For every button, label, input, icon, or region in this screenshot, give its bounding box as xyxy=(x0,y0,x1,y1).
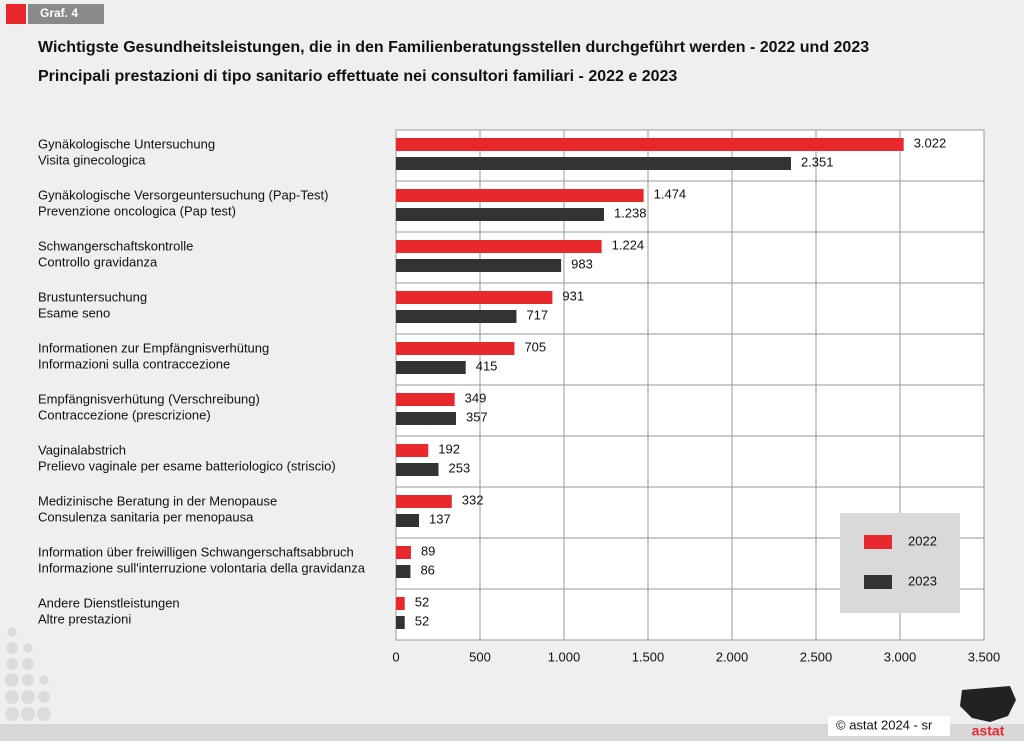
footer-strip xyxy=(0,724,1024,741)
value-label: 349 xyxy=(465,390,487,405)
value-label: 2.351 xyxy=(801,154,834,169)
bar xyxy=(396,189,644,202)
x-tick-label: 1.500 xyxy=(632,649,665,664)
y-tick-label: Prevenzione oncologica (Pap test) xyxy=(38,203,236,218)
x-tick-label: 0 xyxy=(392,649,399,664)
bar xyxy=(396,208,604,221)
y-tick-label: Controllo gravidanza xyxy=(38,254,158,269)
bar xyxy=(396,361,466,374)
value-label: 332 xyxy=(462,492,484,507)
value-label: 3.022 xyxy=(914,135,947,150)
y-tick-label: Informationen zur Empfängnisverhütung xyxy=(38,340,269,355)
bar xyxy=(396,240,602,253)
y-tick-label: Visita ginecologica xyxy=(38,152,146,167)
y-tick-label: Information über freiwilligen Schwangers… xyxy=(38,544,354,559)
y-tick-label: Gynäkologische Versorgeuntersuchung (Pap… xyxy=(38,187,329,202)
y-tick-label: Informazione sull'interruzione volontari… xyxy=(38,560,366,575)
bar xyxy=(396,597,405,610)
y-tick-label: Empfängnisverhütung (Verschreibung) xyxy=(38,391,260,406)
value-label: 89 xyxy=(421,543,435,558)
bar xyxy=(396,259,562,272)
y-tick-label: Consulenza sanitaria per menopausa xyxy=(38,509,254,524)
y-tick-label: Schwangerschaftskontrolle xyxy=(38,238,193,253)
x-tick-label: 500 xyxy=(469,649,491,664)
logo: astat xyxy=(972,723,1005,739)
value-label: 52 xyxy=(415,594,429,609)
x-tick-label: 3.500 xyxy=(968,649,1001,664)
y-tick-label: Contraccezione (prescrizione) xyxy=(38,407,211,422)
legend-label: 2023 xyxy=(908,573,937,588)
chart-title: Wichtigste Gesundheitsleistungen, die in… xyxy=(38,39,869,56)
bar xyxy=(396,138,904,151)
y-tick-label: Medizinische Beratung in der Menopause xyxy=(38,493,277,508)
value-label: 717 xyxy=(526,307,548,322)
y-tick-label: Andere Dienstleistungen xyxy=(38,595,180,610)
bar xyxy=(396,616,405,629)
footer-box xyxy=(828,716,950,736)
x-tick-label: 2.000 xyxy=(716,649,749,664)
badge-box xyxy=(28,4,104,24)
badge-mark xyxy=(6,4,26,24)
footer: © astat 2024 - sr xyxy=(836,717,933,732)
value-label: 357 xyxy=(466,409,488,424)
y-tick-label: Brustuntersuchung xyxy=(38,289,147,304)
y-tick-label: Informazioni sulla contraccezione xyxy=(38,356,230,371)
x-tick-label: 2.500 xyxy=(800,649,833,664)
y-tick-label: Esame seno xyxy=(38,305,110,320)
value-label: 415 xyxy=(476,358,498,373)
bar xyxy=(396,514,420,527)
bar xyxy=(396,393,455,406)
value-label: 52 xyxy=(415,613,429,628)
value-label: 983 xyxy=(571,256,593,271)
bar xyxy=(396,412,456,425)
value-label: 1.474 xyxy=(654,186,687,201)
bar xyxy=(396,310,517,323)
bar xyxy=(396,495,452,508)
value-label: 931 xyxy=(562,288,584,303)
bar xyxy=(396,444,429,457)
value-label: 253 xyxy=(449,460,471,475)
value-label: 705 xyxy=(524,339,546,354)
legend-swatch xyxy=(864,575,892,589)
logo-shape xyxy=(960,686,1016,722)
y-tick-label: Vaginalabstrich xyxy=(38,442,126,457)
value-label: 192 xyxy=(438,441,460,456)
bar xyxy=(396,565,411,578)
x-tick-label: 3.000 xyxy=(884,649,917,664)
bar xyxy=(396,546,411,559)
bar xyxy=(396,342,515,355)
badge: Graf. 4 xyxy=(40,6,78,20)
value-label: 1.224 xyxy=(612,237,645,252)
bar xyxy=(396,291,553,304)
legend-label: 2022 xyxy=(908,533,937,548)
decor-dots xyxy=(5,627,51,721)
bar xyxy=(396,463,439,476)
y-tick-label: Altre prestazioni xyxy=(38,611,131,626)
legend-swatch xyxy=(864,535,892,549)
value-label: 1.238 xyxy=(614,205,647,220)
bar xyxy=(396,157,791,170)
value-label: 86 xyxy=(420,562,434,577)
value-label: 137 xyxy=(429,511,451,526)
y-tick-label: Prelievo vaginale per esame batteriologi… xyxy=(38,458,336,473)
y-tick-label: Gynäkologische Untersuchung xyxy=(38,136,215,151)
legend-box xyxy=(840,513,960,613)
chart-subtitle: Principali prestazioni di tipo sanitario… xyxy=(38,68,677,85)
x-tick-label: 1.000 xyxy=(548,649,581,664)
